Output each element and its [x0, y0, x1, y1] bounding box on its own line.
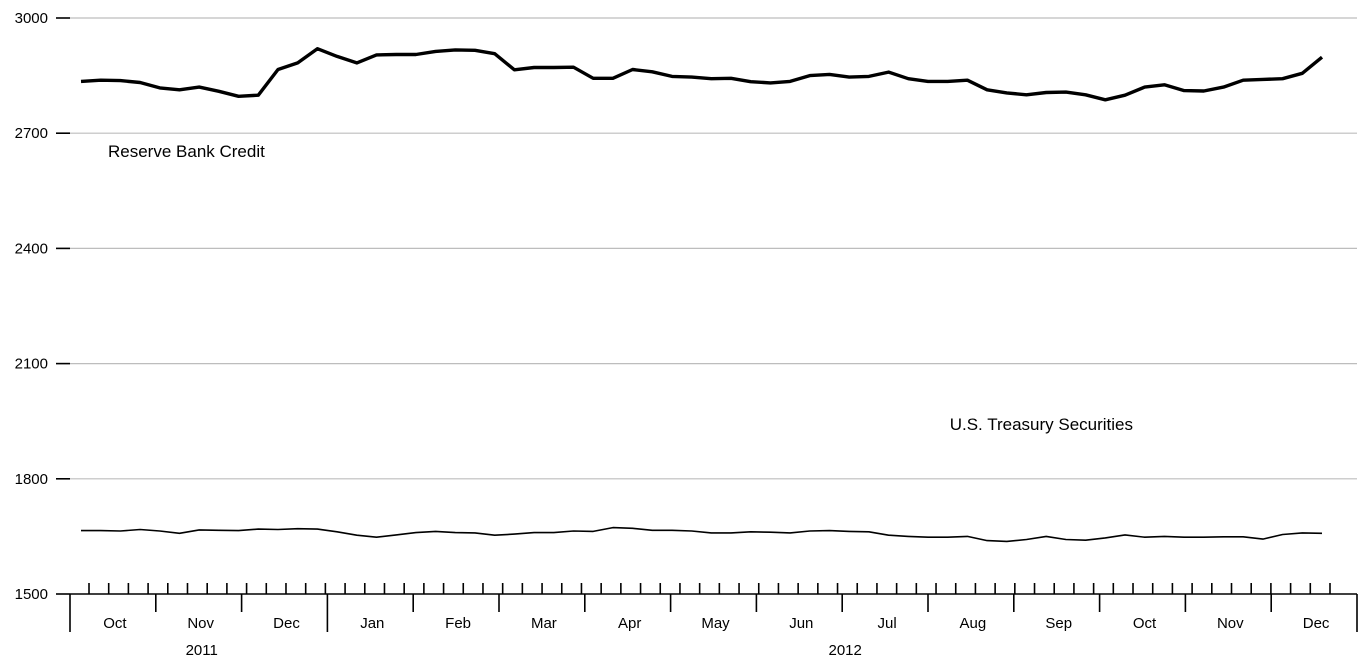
- y-tick-label: 2100: [15, 356, 48, 373]
- y-tick-label: 2700: [15, 125, 48, 142]
- month-label: Jul: [878, 615, 897, 632]
- series-label: U.S. Treasury Securities: [950, 415, 1133, 434]
- month-label: Nov: [1217, 615, 1244, 632]
- year-label: 2012: [829, 642, 862, 659]
- y-tick-label: 2400: [15, 240, 48, 257]
- year-label: 2011: [186, 642, 218, 659]
- labels: 1500 1800 2100 2400 2700 3000 Oct Nov Dec Jan Feb M…: [15, 10, 1330, 659]
- gridlines: [70, 17, 1357, 480]
- series-line-1: [80, 47, 1324, 102]
- y-tick-label: 1500: [15, 586, 48, 603]
- month-label: Oct: [103, 615, 127, 632]
- month-label: Aug: [960, 615, 987, 632]
- month-label: Jun: [789, 615, 813, 632]
- month-label: Jan: [360, 615, 384, 632]
- month-label: Dec: [273, 615, 300, 632]
- month-label: Feb: [445, 615, 471, 632]
- axes: [56, 17, 1358, 632]
- series-line-2: [81, 526, 1323, 543]
- series-lines: [80, 47, 1324, 543]
- month-label: Oct: [1133, 615, 1157, 632]
- y-tick-label: 3000: [15, 10, 48, 27]
- series-label: Reserve Bank Credit: [108, 142, 265, 161]
- month-label: Apr: [618, 615, 641, 632]
- month-label: Nov: [187, 615, 214, 632]
- month-label: Sep: [1045, 615, 1072, 632]
- month-label: May: [701, 615, 730, 632]
- month-label: Mar: [531, 615, 557, 632]
- y-tick-label: 1800: [15, 471, 48, 488]
- month-label: Dec: [1303, 615, 1330, 632]
